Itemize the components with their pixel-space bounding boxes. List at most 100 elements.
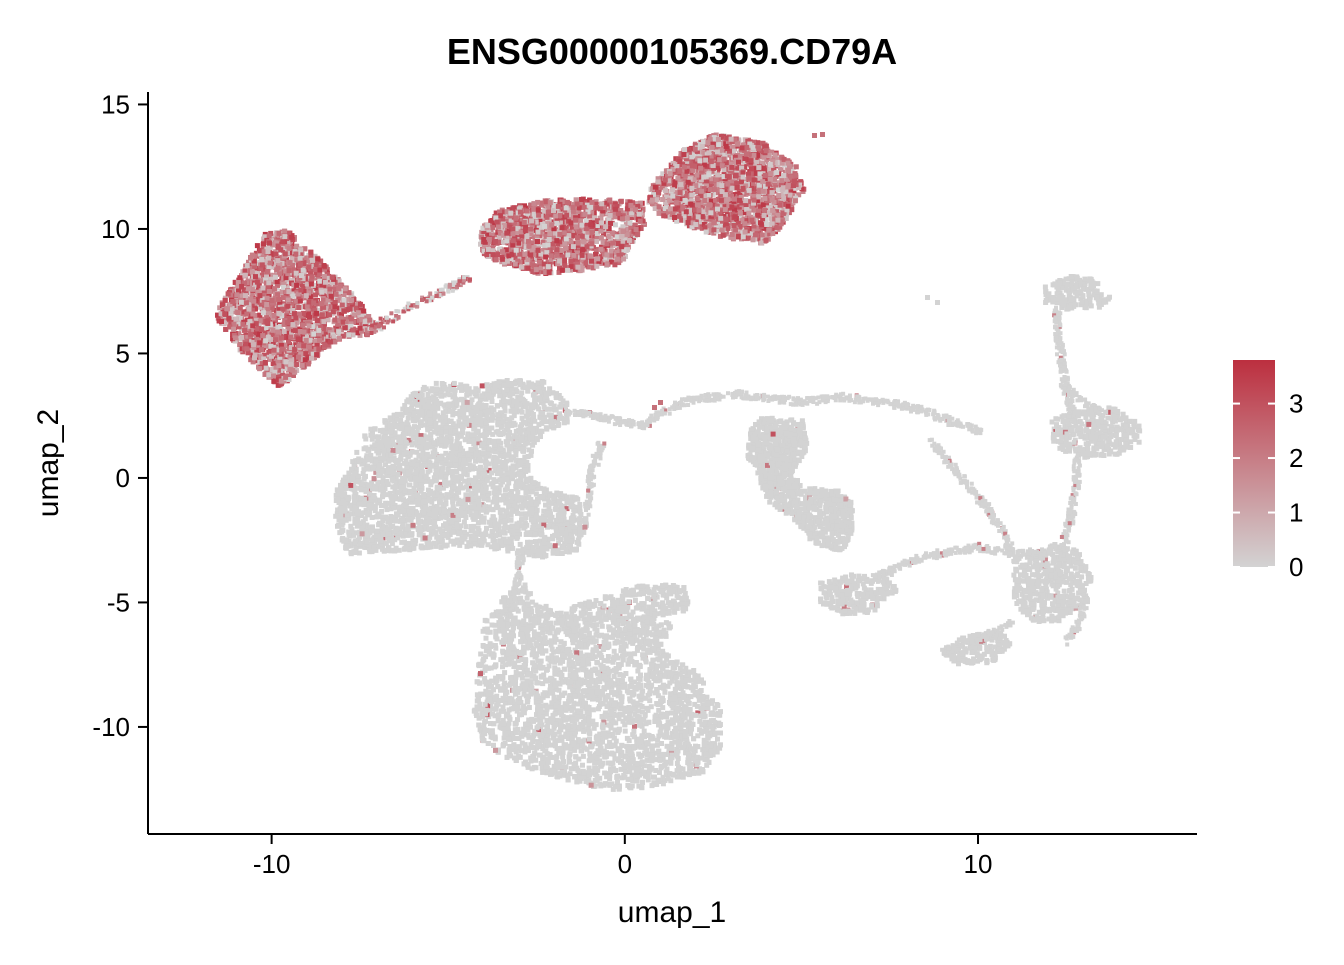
cell-point bbox=[473, 488, 479, 494]
cell-point bbox=[509, 470, 515, 475]
cell-point bbox=[498, 657, 504, 663]
cell-point bbox=[683, 729, 689, 735]
cell-point bbox=[492, 462, 498, 468]
cell-point bbox=[644, 584, 650, 590]
cell-point bbox=[697, 718, 703, 724]
cell-point bbox=[584, 652, 590, 658]
cell-point bbox=[492, 442, 498, 448]
cell-point bbox=[615, 614, 621, 620]
cell-point bbox=[381, 448, 387, 453]
cell-point bbox=[689, 712, 695, 718]
cell-point bbox=[509, 402, 515, 408]
cell-point bbox=[413, 481, 419, 487]
cell-point bbox=[517, 402, 523, 408]
cell-point bbox=[662, 778, 668, 783]
cell-point bbox=[524, 530, 530, 536]
cell-point bbox=[492, 498, 498, 504]
cell-point bbox=[550, 548, 556, 553]
cell-point bbox=[543, 502, 548, 508]
cell-point bbox=[445, 418, 450, 424]
cell-point bbox=[527, 483, 533, 489]
cell-point bbox=[518, 438, 524, 444]
cell-point bbox=[416, 472, 422, 478]
cell-point bbox=[466, 388, 471, 393]
cell-point bbox=[358, 495, 364, 501]
cell-point bbox=[530, 545, 536, 550]
cell-point bbox=[397, 439, 403, 445]
cell-point bbox=[413, 537, 419, 543]
cell-point bbox=[561, 513, 567, 519]
cell-point bbox=[602, 594, 608, 600]
cell-point bbox=[420, 532, 426, 538]
cell-point bbox=[456, 489, 462, 495]
cell-point bbox=[473, 452, 479, 458]
cell-point bbox=[435, 426, 440, 431]
cell-point bbox=[507, 444, 513, 449]
cell-point bbox=[437, 481, 443, 487]
cell-point bbox=[504, 500, 509, 506]
cell-point bbox=[666, 588, 672, 594]
cell-point bbox=[384, 507, 390, 513]
cell-point bbox=[567, 524, 573, 530]
cell-point bbox=[424, 451, 430, 457]
cell-point bbox=[403, 472, 408, 478]
cell-point bbox=[637, 632, 643, 638]
cell-point bbox=[442, 480, 448, 486]
cell-point bbox=[401, 497, 406, 503]
cell-point bbox=[451, 400, 457, 406]
cell-point bbox=[473, 458, 478, 464]
cell-point bbox=[560, 679, 566, 685]
cell-point bbox=[504, 486, 510, 492]
cell-point bbox=[539, 547, 545, 553]
cell-point bbox=[406, 437, 412, 443]
cell-point bbox=[504, 470, 510, 476]
cell-point bbox=[458, 446, 464, 451]
cell-point bbox=[543, 518, 549, 524]
cell-point bbox=[570, 518, 576, 524]
cell-point bbox=[430, 450, 436, 456]
cell-point bbox=[493, 468, 499, 474]
cell-point bbox=[395, 472, 401, 477]
cell-point bbox=[458, 457, 464, 463]
cell-point bbox=[533, 501, 539, 507]
cell-point bbox=[586, 765, 592, 771]
cell-point bbox=[368, 528, 374, 533]
cell-point bbox=[498, 514, 504, 520]
cell-point bbox=[632, 634, 638, 640]
cell-point bbox=[522, 467, 528, 473]
cell-point bbox=[450, 476, 456, 481]
cell-point bbox=[560, 750, 566, 756]
cell-point bbox=[383, 524, 389, 530]
cell-point bbox=[692, 748, 698, 754]
cell-point bbox=[424, 522, 430, 528]
cell-point bbox=[483, 465, 489, 471]
cell-point bbox=[485, 542, 491, 548]
cell-point bbox=[500, 717, 506, 723]
cell-point bbox=[492, 449, 498, 455]
cell-point bbox=[384, 478, 390, 484]
cell-point bbox=[371, 465, 377, 471]
cell-point bbox=[528, 499, 534, 505]
cell-point bbox=[505, 452, 511, 458]
cell-point bbox=[454, 474, 460, 480]
cell-point bbox=[572, 614, 578, 620]
cell-point bbox=[582, 679, 588, 684]
cell-point bbox=[510, 731, 516, 737]
cell-point bbox=[411, 460, 417, 466]
cell-point bbox=[404, 526, 410, 532]
cell-point bbox=[501, 389, 507, 395]
cell-point bbox=[598, 662, 604, 668]
cell-point bbox=[514, 521, 520, 527]
cell-point bbox=[510, 465, 516, 471]
cell-point bbox=[473, 491, 479, 497]
cell-point bbox=[522, 454, 528, 460]
cell-point bbox=[386, 545, 392, 551]
cell-point bbox=[450, 448, 456, 454]
cell-point bbox=[378, 455, 383, 461]
cell-point bbox=[551, 425, 557, 431]
cell-point bbox=[359, 525, 365, 531]
cell-point bbox=[505, 439, 511, 445]
cell-point bbox=[547, 386, 553, 392]
cell-point bbox=[433, 396, 438, 402]
cell-point bbox=[399, 539, 405, 545]
